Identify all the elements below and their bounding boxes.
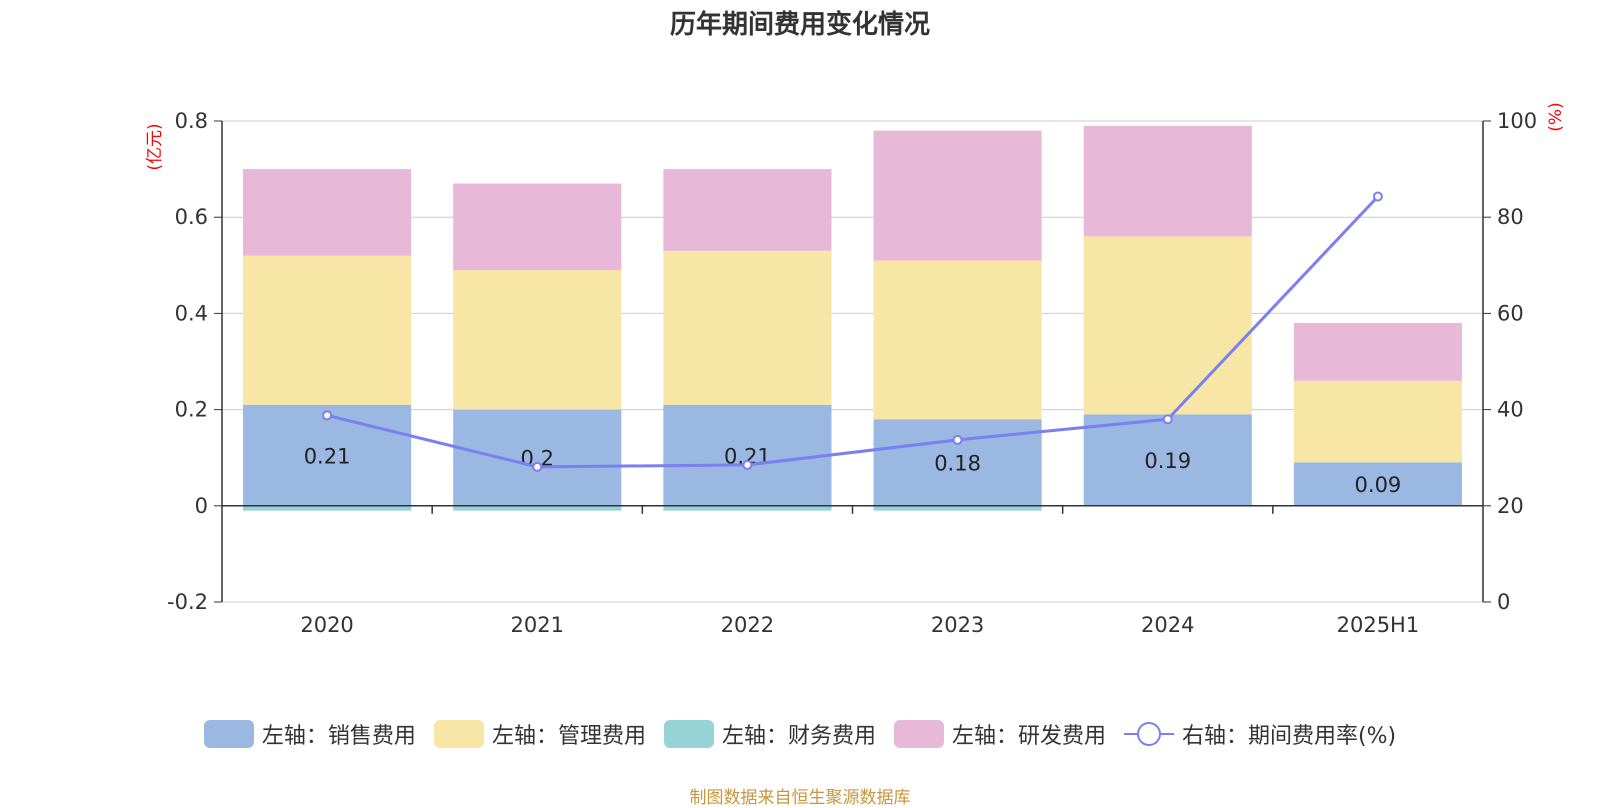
bar-rd bbox=[243, 169, 412, 256]
left-axis-tick-label: 0.6 bbox=[175, 205, 208, 229]
right-axis-unit-label: (%) bbox=[1546, 102, 1566, 131]
bar-admin bbox=[663, 250, 832, 405]
legend-swatch-admin bbox=[433, 720, 484, 748]
legend: 左轴：销售费用 左轴：管理费用 左轴：财务费用 左轴：研发费用 右轴：期间费用率… bbox=[0, 718, 1600, 750]
rate-point bbox=[742, 459, 753, 470]
bar-finance bbox=[243, 505, 412, 511]
bar-sales bbox=[1083, 414, 1252, 506]
right-axis-tick-label: 40 bbox=[1497, 398, 1524, 422]
left-axis-tick-label: -0.2 bbox=[167, 590, 208, 614]
bar-admin bbox=[873, 260, 1042, 420]
bar-finance bbox=[453, 505, 622, 511]
legend-item-admin[interactable]: 左轴：管理费用 bbox=[433, 718, 646, 750]
x-axis-tick-label: 2023 bbox=[931, 613, 984, 637]
data-label-sales: 0.21 bbox=[304, 444, 351, 468]
bar-sales bbox=[243, 404, 412, 506]
right-axis-tick-label: 60 bbox=[1497, 301, 1524, 325]
left-axis-tick-label: 0.4 bbox=[175, 301, 208, 325]
bar-admin bbox=[243, 255, 412, 405]
rate-point bbox=[952, 434, 963, 445]
bar-admin bbox=[453, 270, 622, 410]
left-axis-tick-label: 0.2 bbox=[175, 398, 208, 422]
x-axis-tick-label: 2024 bbox=[1141, 613, 1194, 637]
left-axis-unit-label: (亿元) bbox=[145, 123, 165, 170]
data-label-sales: 0.19 bbox=[1144, 449, 1191, 473]
bar-sales bbox=[663, 404, 832, 506]
legend-swatch-rate bbox=[1123, 720, 1174, 748]
legend-swatch-rd bbox=[893, 720, 944, 748]
bar-finance bbox=[663, 505, 832, 511]
rate-point bbox=[322, 410, 333, 421]
legend-label-admin: 左轴：管理费用 bbox=[491, 724, 646, 749]
legend-label-sales: 左轴：销售费用 bbox=[261, 724, 416, 749]
bar-admin bbox=[1293, 380, 1462, 463]
legend-swatch-finance bbox=[663, 720, 714, 748]
rate-point bbox=[1162, 414, 1173, 425]
bar-rd bbox=[663, 169, 832, 251]
x-axis-tick-label: 2021 bbox=[511, 613, 564, 637]
data-label-sales: 0.09 bbox=[1355, 473, 1402, 497]
source-note: 制图数据来自恒生聚源数据库 bbox=[689, 788, 911, 808]
legend-label-rd: 左轴：研发费用 bbox=[951, 724, 1106, 749]
left-axis-tick-label: 0.8 bbox=[175, 109, 208, 133]
bar-finance bbox=[873, 505, 1042, 511]
legend-item-rd[interactable]: 左轴：研发费用 bbox=[893, 718, 1106, 750]
bar-rd bbox=[873, 130, 1042, 261]
legend-item-rate[interactable]: 右轴：期间费用率(%) bbox=[1123, 718, 1397, 750]
bar-sales bbox=[453, 409, 622, 506]
right-axis-tick-label: 100 bbox=[1497, 109, 1537, 133]
bar-rd bbox=[1083, 125, 1252, 237]
x-axis-tick-label: 2020 bbox=[300, 613, 353, 637]
legend-label-finance: 左轴：财务费用 bbox=[721, 724, 876, 749]
legend-item-sales[interactable]: 左轴：销售费用 bbox=[203, 718, 416, 750]
legend-label-rate: 右轴：期间费用率(%) bbox=[1181, 724, 1397, 749]
bar-rd bbox=[453, 183, 622, 271]
x-axis-tick-label: 2025H1 bbox=[1337, 613, 1420, 637]
bar-rd bbox=[1293, 323, 1462, 381]
left-axis-tick-label: 0 bbox=[195, 494, 208, 518]
rate-point bbox=[532, 461, 543, 472]
right-axis-tick-label: 80 bbox=[1497, 205, 1524, 229]
x-axis-tick-label: 2022 bbox=[721, 613, 774, 637]
bar-sales bbox=[1293, 462, 1462, 506]
legend-item-finance[interactable]: 左轴：财务费用 bbox=[663, 718, 876, 750]
rate-line bbox=[326, 195, 1380, 469]
data-label-sales: 0.18 bbox=[934, 452, 981, 476]
right-axis-tick-label: 0 bbox=[1497, 590, 1510, 614]
chart-title: 历年期间费用变化情况 bbox=[669, 10, 930, 40]
rate-point bbox=[1372, 191, 1383, 202]
right-axis-tick-label: 20 bbox=[1497, 494, 1524, 518]
legend-swatch-sales bbox=[203, 720, 254, 748]
bar-admin bbox=[1083, 236, 1252, 415]
